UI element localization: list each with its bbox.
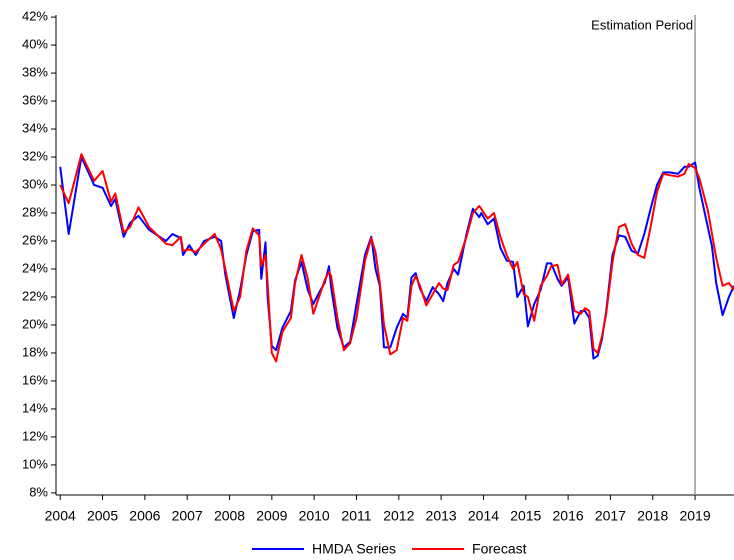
x-tick-label: 2014: [468, 508, 499, 524]
x-tick-label: 2006: [129, 508, 160, 524]
x-tick-label: 2012: [383, 508, 414, 524]
x-tick-label: 2007: [172, 508, 203, 524]
x-tick-label: 2010: [299, 508, 330, 524]
x-tick-label: 2004: [45, 508, 76, 524]
legend-label: Forecast: [472, 541, 527, 557]
x-tick-label: 2013: [426, 508, 457, 524]
y-tick-label: 42%: [22, 9, 48, 24]
y-tick-label: 22%: [22, 288, 48, 303]
y-tick-label: 16%: [22, 372, 48, 387]
x-tick-label: 2011: [341, 508, 371, 524]
y-tick-label: 10%: [22, 456, 48, 471]
y-tick-label: 18%: [22, 344, 48, 359]
x-tick-label: 2016: [553, 508, 584, 524]
y-tick-label: 8%: [29, 484, 48, 499]
y-tick-label: 32%: [22, 148, 48, 163]
y-tick-label: 38%: [22, 65, 48, 80]
y-tick-label: 12%: [22, 428, 48, 443]
y-tick-label: 40%: [22, 37, 48, 52]
y-tick-label: 26%: [22, 232, 48, 247]
x-tick-label: 2005: [87, 508, 118, 524]
y-tick-label: 14%: [22, 400, 48, 415]
y-tick-label: 24%: [22, 260, 48, 275]
series-line: [59, 153, 734, 363]
x-tick-label: 2008: [214, 508, 245, 524]
x-tick-label: 2009: [256, 508, 287, 524]
series-line: [59, 156, 734, 360]
y-tick-label: 34%: [22, 120, 48, 135]
y-tick-label: 28%: [22, 204, 48, 219]
y-tick-label: 20%: [22, 316, 48, 331]
legend-label: HMDA Series: [312, 541, 396, 557]
y-tick-label: 36%: [22, 93, 48, 108]
annotation: Estimation Period: [591, 17, 693, 32]
x-tick-label: 2018: [637, 508, 668, 524]
x-tick-label: 2019: [679, 508, 710, 524]
y-tick-label: 30%: [22, 176, 48, 191]
x-tick-label: 2017: [595, 508, 626, 524]
x-tick-label: 2015: [510, 508, 541, 524]
